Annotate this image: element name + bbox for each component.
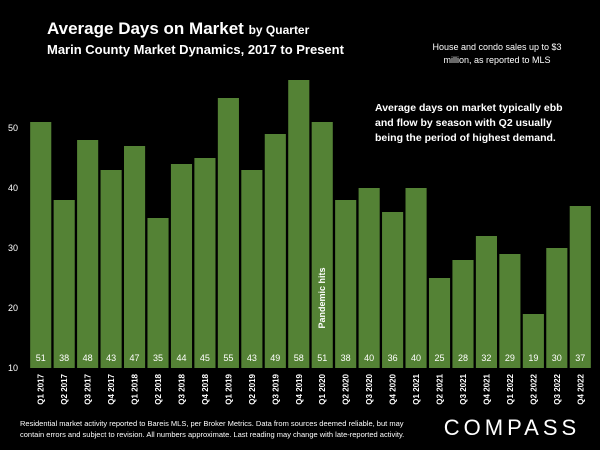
value-label: 51 — [36, 353, 46, 363]
x-tick-label: Q4 2018 — [201, 373, 210, 404]
bar — [194, 158, 216, 368]
y-tick-label: 10 — [8, 363, 18, 373]
x-tick-label: Q2 2021 — [436, 373, 445, 404]
value-label: 58 — [294, 353, 304, 363]
bar — [77, 140, 99, 368]
bar — [335, 200, 357, 368]
value-label: 47 — [130, 353, 140, 363]
x-tick-label: Q4 2021 — [482, 373, 491, 404]
x-tick-label: Q2 2019 — [248, 373, 257, 404]
bar — [382, 212, 404, 368]
brand-logo: COMPASS — [444, 415, 580, 440]
value-label: 43 — [247, 353, 257, 363]
value-label: 35 — [153, 353, 163, 363]
value-label: 38 — [341, 353, 351, 363]
x-tick-label: Q3 2017 — [84, 373, 93, 404]
value-label: 44 — [176, 353, 186, 363]
bar — [264, 134, 286, 368]
bar — [53, 200, 75, 368]
note: House and condo sales up to $3 million, a… — [432, 42, 561, 65]
bar — [569, 206, 591, 368]
bar — [217, 98, 239, 368]
bar — [405, 188, 427, 368]
chart-subtitle: Marin County Market Dynamics, 2017 to Pr… — [47, 42, 345, 57]
x-tick-label: Q1 2017 — [37, 373, 46, 404]
x-tick-label: Q3 2019 — [271, 373, 280, 404]
x-tick-label: Q3 2020 — [365, 373, 374, 404]
bar — [170, 164, 193, 368]
value-label: 38 — [59, 353, 69, 363]
x-tick-label: Q4 2020 — [389, 373, 398, 404]
value-label: 40 — [411, 353, 421, 363]
value-label: 19 — [528, 353, 538, 363]
note-line: House and condo sales up to $3 — [432, 42, 561, 52]
value-label: 30 — [552, 353, 562, 363]
x-tick-label: Q2 2020 — [342, 373, 351, 404]
bar — [475, 236, 497, 368]
footer: Residential market activity reported to … — [20, 419, 404, 439]
note-line: million, as reported to MLS — [443, 55, 550, 65]
value-label: 25 — [435, 353, 445, 363]
bar — [147, 218, 169, 368]
value-label: 49 — [270, 353, 280, 363]
bar — [428, 278, 451, 368]
bar — [288, 80, 310, 368]
bar — [30, 122, 52, 368]
bar — [546, 248, 568, 368]
x-tick-label: Q1 2022 — [506, 373, 515, 404]
y-tick-label: 50 — [8, 123, 18, 133]
annotation-line: and flow by season with Q2 usually — [375, 117, 552, 129]
x-tick-label: Q4 2022 — [576, 373, 585, 404]
bar — [100, 170, 122, 368]
value-label: 40 — [364, 353, 374, 363]
x-tick-label: Q2 2022 — [529, 373, 538, 404]
x-tick-label: Q3 2018 — [177, 373, 186, 404]
annotation-line: Average days on market typically ebb — [375, 102, 563, 114]
annotation: Average days on market typically ebb and … — [375, 102, 563, 144]
y-tick-label: 30 — [8, 243, 18, 253]
x-tick-label: Q1 2018 — [131, 373, 140, 404]
bar — [358, 188, 380, 368]
value-label: 43 — [106, 353, 116, 363]
value-label: 55 — [223, 353, 233, 363]
title-main: Average Days on Market — [47, 19, 244, 38]
footer-line: Residential market activity reported to … — [20, 419, 404, 428]
x-tick-label: Q4 2017 — [107, 373, 116, 404]
x-tick-label: Q2 2018 — [154, 373, 163, 404]
bar — [452, 260, 474, 368]
value-label: 36 — [388, 353, 398, 363]
title-suffix: by Quarter — [249, 23, 310, 37]
x-tick-label: Q3 2022 — [553, 373, 562, 404]
bar — [311, 122, 333, 368]
x-tick-label: Q1 2020 — [318, 373, 327, 404]
value-label: 48 — [83, 353, 93, 363]
value-label: 37 — [575, 353, 585, 363]
y-tick-label: 40 — [8, 183, 18, 193]
value-label: 32 — [481, 353, 491, 363]
x-tick-label: Q1 2019 — [224, 373, 233, 404]
chart-title: Average Days on Market by Quarter — [47, 19, 310, 38]
value-label: 28 — [458, 353, 468, 363]
bar — [522, 314, 544, 368]
x-tick-label: Q3 2021 — [459, 373, 468, 404]
bar — [499, 254, 521, 368]
event-label: Pandemic hits — [317, 267, 327, 328]
x-tick-label: Q4 2019 — [295, 373, 304, 404]
bar — [241, 170, 263, 368]
value-label: 51 — [317, 353, 327, 363]
bar — [124, 146, 146, 368]
x-tick-label: Q2 2017 — [60, 373, 69, 404]
x-tick-label: Q1 2021 — [412, 373, 421, 404]
value-label: 45 — [200, 353, 210, 363]
annotation-line: being the period of highest demand. — [375, 132, 556, 144]
value-label: 29 — [505, 353, 515, 363]
footer-line: contain errors and subject to revision. … — [20, 430, 404, 439]
y-tick-label: 20 — [8, 303, 18, 313]
